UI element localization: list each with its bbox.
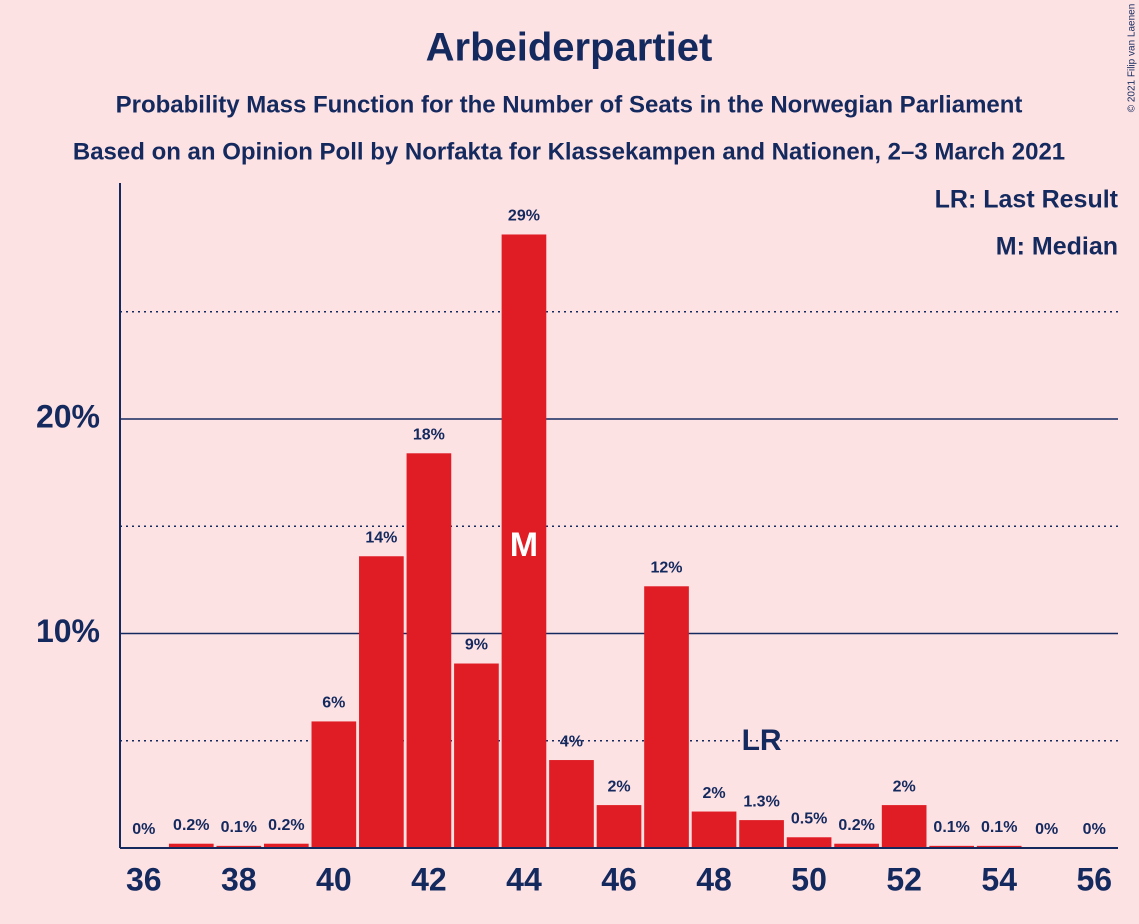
data-label: 0%	[1035, 821, 1058, 838]
bar	[311, 721, 357, 848]
data-label: 29%	[508, 208, 540, 225]
data-label: 0.1%	[981, 819, 1017, 836]
bar	[739, 820, 784, 848]
data-label: 0.2%	[838, 817, 874, 834]
bar	[454, 663, 499, 848]
data-label: 2%	[702, 785, 725, 802]
bar	[976, 845, 1022, 848]
bar	[929, 845, 975, 848]
x-tick-label: 52	[886, 861, 922, 897]
bar	[263, 843, 309, 848]
bar	[834, 843, 879, 848]
x-tick-label: 46	[601, 861, 637, 897]
chart-subtitle: Based on an Opinion Poll by Norfakta for…	[73, 138, 1065, 165]
bar	[406, 453, 452, 848]
data-label: 12%	[651, 560, 683, 577]
x-tick-label: 56	[1076, 861, 1112, 897]
bar	[359, 556, 404, 848]
chart-title: Arbeiderpartiet	[426, 26, 713, 70]
bar	[501, 234, 547, 848]
data-label: 2%	[607, 778, 630, 795]
data-label: 0.5%	[791, 810, 827, 827]
bar	[644, 586, 689, 848]
data-label: 9%	[465, 637, 488, 654]
y-tick-label: 10%	[36, 613, 100, 649]
x-tick-label: 54	[981, 861, 1017, 897]
x-tick-label: 42	[411, 861, 447, 897]
bar	[691, 811, 737, 848]
data-label: 0.2%	[268, 817, 304, 834]
last-result-marker: LR	[742, 724, 782, 757]
x-tick-label: 38	[221, 861, 257, 897]
data-label: 6%	[322, 695, 345, 712]
chart-subtitle: Probability Mass Function for the Number…	[116, 91, 1023, 118]
data-label: 4%	[560, 733, 583, 750]
bar	[168, 843, 214, 848]
bar	[549, 760, 594, 848]
data-label: 0%	[132, 821, 155, 838]
data-label: 18%	[413, 427, 445, 444]
x-tick-label: 50	[791, 861, 827, 897]
legend-entry: M: Median	[996, 233, 1118, 261]
data-label: 2%	[893, 778, 916, 795]
data-label: 0.2%	[173, 817, 209, 834]
legend-entry: LR: Last Result	[935, 186, 1119, 214]
y-tick-label: 20%	[36, 398, 100, 434]
data-label: 14%	[365, 529, 397, 546]
data-label: 0.1%	[221, 819, 257, 836]
x-tick-label: 40	[316, 861, 352, 897]
bar	[881, 805, 927, 848]
data-label: 1.3%	[743, 793, 779, 810]
median-marker: M	[510, 526, 538, 564]
data-label: 0%	[1083, 821, 1106, 838]
data-label: 0.1%	[933, 819, 969, 836]
x-tick-label: 48	[696, 861, 732, 897]
bar	[786, 837, 832, 848]
copyright: © 2021 Filip van Laenen	[1127, 4, 1138, 113]
x-tick-label: 44	[506, 861, 542, 897]
bar	[216, 845, 262, 848]
x-tick-label: 36	[126, 861, 162, 897]
bar	[596, 805, 642, 848]
